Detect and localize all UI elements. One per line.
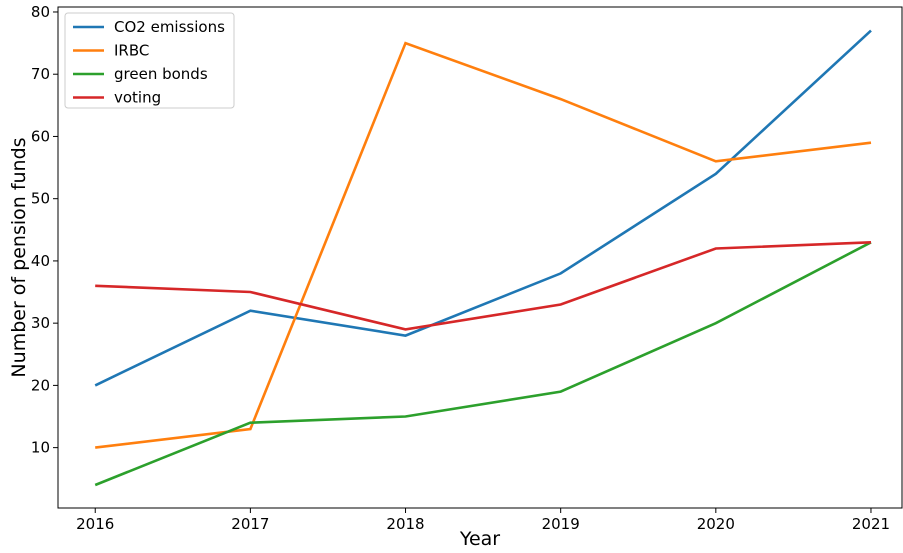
legend: CO2 emissions IRBC green bonds voting	[64, 12, 235, 109]
legend-label-co2-emissions: CO2 emissions	[114, 18, 225, 36]
x-tick-label: 2021	[852, 515, 890, 533]
y-tick-label: 20	[31, 376, 50, 394]
series-layer	[94, 29, 872, 487]
x-tick-label: 2020	[697, 515, 735, 533]
legend-label-green-bonds: green bonds	[114, 65, 208, 83]
y-tick-label: 40	[31, 252, 50, 270]
x-tick-label: 2019	[542, 515, 580, 533]
y-axis-title: Number of pension funds	[8, 137, 30, 377]
x-tick-label: 2016	[76, 515, 114, 533]
y-tick-label: 30	[31, 314, 50, 332]
y-tick-label: 10	[31, 439, 50, 457]
legend-label-voting: voting	[114, 89, 161, 107]
legend-box	[64, 12, 235, 109]
x-tick-label: 2017	[231, 515, 269, 533]
y-tick-label: 50	[31, 190, 50, 208]
y-tick-label: 80	[31, 3, 50, 21]
y-axis: 10 20 30 40 50 60 70 80	[31, 3, 58, 457]
x-axis-title: Year	[459, 528, 500, 550]
plot-frame	[57, 6, 903, 509]
x-axis: 2016 2017 2018 2019 2020 2021	[76, 508, 890, 533]
series-line-green-bonds	[94, 241, 872, 487]
y-tick-label: 60	[31, 127, 50, 145]
series-line-voting	[95, 241, 872, 331]
legend-label-irbc: IRBC	[114, 42, 149, 60]
x-tick-label: 2018	[386, 515, 424, 533]
y-tick-label: 70	[31, 65, 50, 83]
series-line-co2-emissions	[94, 29, 872, 387]
